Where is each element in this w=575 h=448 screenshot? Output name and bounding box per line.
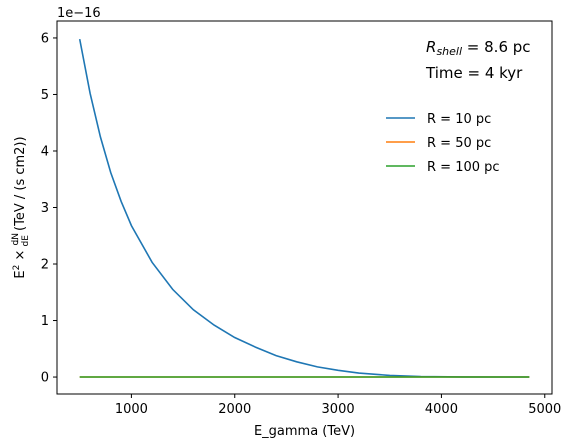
ticks-group: 1000 2000 3000 4000 5000 0 1 2 3 4 5 6 bbox=[41, 31, 562, 417]
legend: R = 10 pc R = 50 pc R = 100 pc bbox=[386, 112, 500, 175]
y-offset-label: 1e−16 bbox=[57, 6, 101, 21]
y-tick-label: 2 bbox=[41, 258, 49, 273]
y-axis-label: E2 × dN‾dE (TeV / (s cm2)) bbox=[11, 136, 31, 278]
annotation-time: Time = 4 kyr bbox=[425, 64, 523, 82]
y-tick-label: 0 bbox=[41, 371, 49, 386]
y-tick-label: 3 bbox=[41, 201, 49, 216]
x-tick-label: 1000 bbox=[115, 402, 148, 417]
y-tick-label: 1 bbox=[41, 314, 49, 329]
x-axis-label: E_gamma (TeV) bbox=[254, 424, 355, 439]
series-group bbox=[78, 38, 530, 378]
y-axis-label-text: E2 × dN‾dE (TeV / (s cm2)) bbox=[11, 136, 31, 278]
annotation-rshell: Rshell = 8.6 pc bbox=[426, 38, 531, 58]
x-tick-label: 2000 bbox=[218, 402, 251, 417]
legend-label-3: R = 100 pc bbox=[427, 160, 500, 175]
x-tick-label: 3000 bbox=[322, 402, 355, 417]
y-tick-label: 5 bbox=[41, 88, 49, 103]
x-tick-label: 4000 bbox=[425, 402, 458, 417]
legend-label-1: R = 10 pc bbox=[427, 112, 491, 127]
legend-label-2: R = 50 pc bbox=[427, 136, 491, 151]
y-tick-label: 6 bbox=[41, 31, 49, 46]
x-tick-label: 5000 bbox=[528, 402, 561, 417]
y-tick-label: 4 bbox=[41, 144, 49, 159]
series-line-1 bbox=[78, 38, 530, 378]
